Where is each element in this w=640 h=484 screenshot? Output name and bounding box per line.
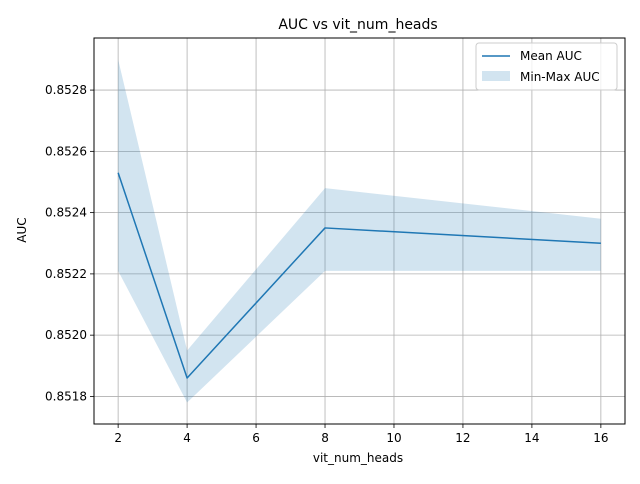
legend: Mean AUC Min-Max AUC xyxy=(476,43,617,90)
y-tick-label-0.8524: 0.8524 xyxy=(45,206,87,220)
x-tick-label-4: 4 xyxy=(183,431,191,445)
x-tick-label-12: 12 xyxy=(455,431,470,445)
y-tick-label-0.8522: 0.8522 xyxy=(45,267,87,281)
legend-label-min-max-auc: Min-Max AUC xyxy=(520,70,600,84)
y-tick-label-0.8528: 0.8528 xyxy=(45,83,87,97)
x-tick-label-2: 2 xyxy=(114,431,122,445)
min-max-band-layer xyxy=(118,59,601,402)
x-tick-label-16: 16 xyxy=(593,431,608,445)
x-tick-label-10: 10 xyxy=(386,431,401,445)
legend-label-mean-auc: Mean AUC xyxy=(520,49,582,63)
y-tick-label-0.8520: 0.8520 xyxy=(45,328,87,342)
chart-title: AUC vs vit_num_heads xyxy=(278,17,437,33)
x-tick-label-6: 6 xyxy=(252,431,260,445)
x-axis-label: vit_num_heads xyxy=(313,451,403,465)
x-tick-label-14: 14 xyxy=(524,431,539,445)
y-tick-label-0.8526: 0.8526 xyxy=(45,144,87,158)
y-axis-label: AUC xyxy=(15,217,29,242)
x-tick-label-8: 8 xyxy=(321,431,329,445)
y-tick-label-0.8518: 0.8518 xyxy=(45,389,87,403)
legend-swatch-min-max-auc xyxy=(482,71,510,81)
min-max-auc-band xyxy=(118,59,601,402)
